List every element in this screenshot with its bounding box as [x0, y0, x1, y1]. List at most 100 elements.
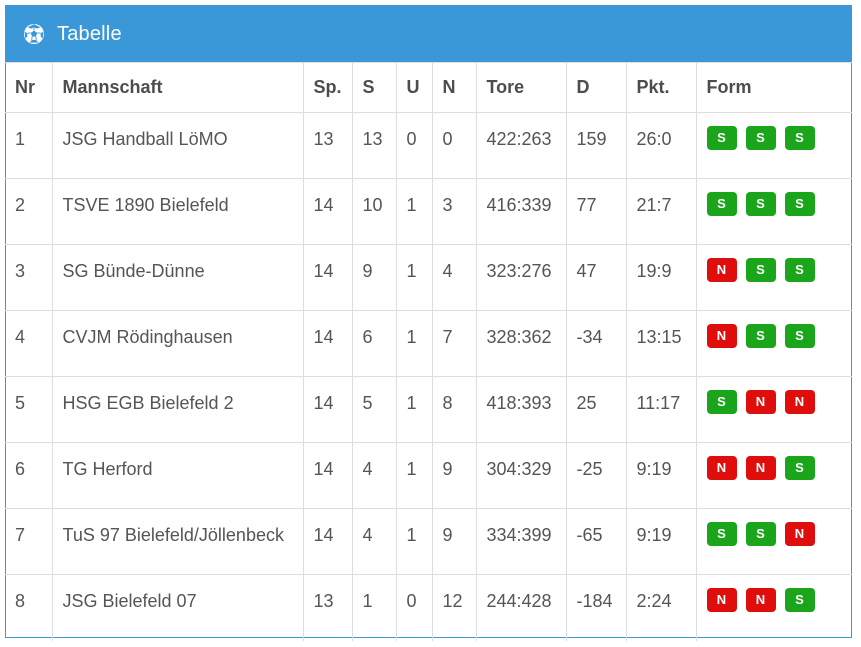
table-row: 2 TSVE 1890 Bielefeld 14 10 1 3 416:339 77 21:7 S… [5, 178, 852, 245]
games-cell: 14 [302, 244, 353, 311]
team-name-cell: CVJM Rödinghausen [51, 310, 304, 377]
points-cell: 21:7 [625, 178, 697, 245]
form-badge-win: S [784, 588, 815, 612]
draws-cell: 1 [395, 376, 433, 443]
losses-cell: 9 [431, 442, 477, 509]
rank-cell: 1 [5, 112, 53, 179]
losses-cell: 4 [431, 244, 477, 311]
rank-cell: 4 [5, 310, 53, 377]
table-row: 6 TG Herford 14 4 1 9 304:329 -25 9:19 N N S [5, 442, 852, 509]
form-badge-loss: N [706, 258, 737, 282]
wins-cell: 4 [351, 442, 397, 509]
form-badge-win: S [745, 192, 776, 216]
goal-difference-cell: -34 [565, 310, 627, 377]
goals-cell: 418:393 [475, 376, 567, 443]
form-badge-loss: N [745, 456, 776, 480]
column-header-unentschieden: U [395, 62, 433, 113]
form-badge-loss: N [745, 390, 776, 414]
table-row: 1 JSG Handball LöMO 13 13 0 0 422:263 159 26:0 S S… [5, 112, 852, 179]
draws-cell: 1 [395, 244, 433, 311]
goal-difference-cell: 25 [565, 376, 627, 443]
games-cell: 13 [302, 112, 353, 179]
games-cell: 14 [302, 376, 353, 443]
goal-difference-cell: -184 [565, 574, 627, 641]
games-cell: 14 [302, 508, 353, 575]
table-row: 4 CVJM Rödinghausen 14 6 1 7 328:362 -34 13:15 N S… [5, 310, 852, 377]
team-name-cell: TuS 97 Bielefeld/Jöllenbeck [51, 508, 304, 575]
points-cell: 13:15 [625, 310, 697, 377]
points-cell: 19:9 [625, 244, 697, 311]
table-row: 7 TuS 97 Bielefeld/Jöllenbeck 14 4 1 9 334:399… [5, 508, 852, 575]
form-badge-loss: N [745, 588, 776, 612]
losses-cell: 7 [431, 310, 477, 377]
team-name-cell: JSG Handball LöMO [51, 112, 304, 179]
draws-cell: 1 [395, 310, 433, 377]
points-cell: 11:17 [625, 376, 697, 443]
form-badge-win: S [784, 324, 815, 348]
wins-cell: 4 [351, 508, 397, 575]
games-cell: 13 [302, 574, 353, 641]
team-name-cell: JSG Bielefeld 07 [51, 574, 304, 641]
goals-cell: 244:428 [475, 574, 567, 641]
games-cell: 14 [302, 178, 353, 245]
form-badge-loss: N [706, 324, 737, 348]
goal-difference-cell: 159 [565, 112, 627, 179]
table-row: 5 HSG EGB Bielefeld 2 14 5 1 8 418:393 25 11:17 S… [5, 376, 852, 443]
rank-cell: 6 [5, 442, 53, 509]
form-badge-win: S [706, 522, 737, 546]
table-row: 8 JSG Bielefeld 07 13 1 0 12 244:428 -184 2:24 N N… [5, 574, 852, 641]
rank-cell: 2 [5, 178, 53, 245]
points-cell: 9:19 [625, 442, 697, 509]
goal-difference-cell: -65 [565, 508, 627, 575]
form-badge-win: S [784, 258, 815, 282]
column-header-spiele: Sp. [302, 62, 353, 113]
form-badge-win: S [745, 522, 776, 546]
column-header-siege: S [351, 62, 397, 113]
rank-cell: 3 [5, 244, 53, 311]
draws-cell: 1 [395, 508, 433, 575]
rank-cell: 8 [5, 574, 53, 641]
rank-cell: 7 [5, 508, 53, 575]
form-badge-loss: N [706, 588, 737, 612]
goals-cell: 422:263 [475, 112, 567, 179]
games-cell: 14 [302, 442, 353, 509]
team-name-cell: SG Bünde-Dünne [51, 244, 304, 311]
wins-cell: 13 [351, 112, 397, 179]
losses-cell: 0 [431, 112, 477, 179]
column-header-niederlagen: N [431, 62, 477, 113]
form-badge-win: S [745, 126, 776, 150]
games-cell: 14 [302, 310, 353, 377]
points-cell: 2:24 [625, 574, 697, 641]
table-header-row: Nr Mannschaft Sp. S U N Tore D Pkt. Form [5, 62, 852, 113]
column-header-form: Form [695, 62, 852, 113]
form-badge-loss: N [706, 456, 737, 480]
goal-difference-cell: -25 [565, 442, 627, 509]
losses-cell: 9 [431, 508, 477, 575]
goal-difference-cell: 47 [565, 244, 627, 311]
wins-cell: 5 [351, 376, 397, 443]
column-header-tore: Tore [475, 62, 567, 113]
draws-cell: 1 [395, 178, 433, 245]
goals-cell: 328:362 [475, 310, 567, 377]
column-header-punkte: Pkt. [625, 62, 697, 113]
form-badge-win: S [706, 192, 737, 216]
points-cell: 9:19 [625, 508, 697, 575]
draws-cell: 0 [395, 112, 433, 179]
form-badge-win: S [706, 390, 737, 414]
rank-cell: 5 [5, 376, 53, 443]
form-badge-win: S [784, 126, 815, 150]
form-badge-win: S [745, 324, 776, 348]
draws-cell: 0 [395, 574, 433, 641]
goals-cell: 416:339 [475, 178, 567, 245]
soccer-ball-icon [24, 24, 44, 44]
panel-header: Tabelle [6, 6, 851, 62]
form-badge-win: S [745, 258, 776, 282]
form-badge-loss: N [784, 390, 815, 414]
draws-cell: 1 [395, 442, 433, 509]
